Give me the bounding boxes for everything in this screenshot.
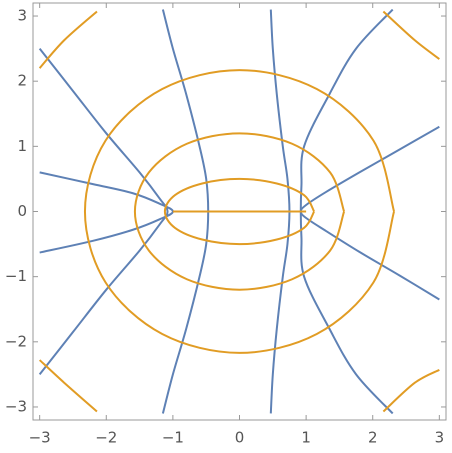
contour-line [38, 47, 169, 376]
contour-line [38, 10, 98, 69]
y-tick-label: 1 [17, 137, 27, 155]
x-tick-label: 2 [368, 429, 378, 447]
contour-line [163, 177, 315, 246]
x-tick-label: 1 [301, 429, 311, 447]
x-tick-label: 3 [435, 429, 445, 447]
y-tick-label: −3 [5, 397, 27, 415]
contour-line [133, 132, 346, 291]
y-tick-label: 2 [17, 72, 27, 90]
x-tick-label: −1 [162, 429, 184, 447]
y-tick-label: −2 [5, 332, 27, 350]
x-tick-label: −3 [29, 429, 51, 447]
contour-line [299, 8, 394, 415]
y-tick-label: −1 [5, 267, 27, 285]
contour-line [382, 10, 440, 60]
x-tick-label: −2 [95, 429, 117, 447]
contour-line [299, 125, 440, 301]
contour-line [38, 359, 98, 413]
contour-line [39, 171, 174, 254]
contour-line [382, 368, 440, 413]
y-tick-label: 0 [17, 202, 27, 220]
contour-line [83, 69, 396, 354]
x-tick-label: 0 [235, 429, 245, 447]
y-tick-label: 3 [17, 7, 27, 25]
